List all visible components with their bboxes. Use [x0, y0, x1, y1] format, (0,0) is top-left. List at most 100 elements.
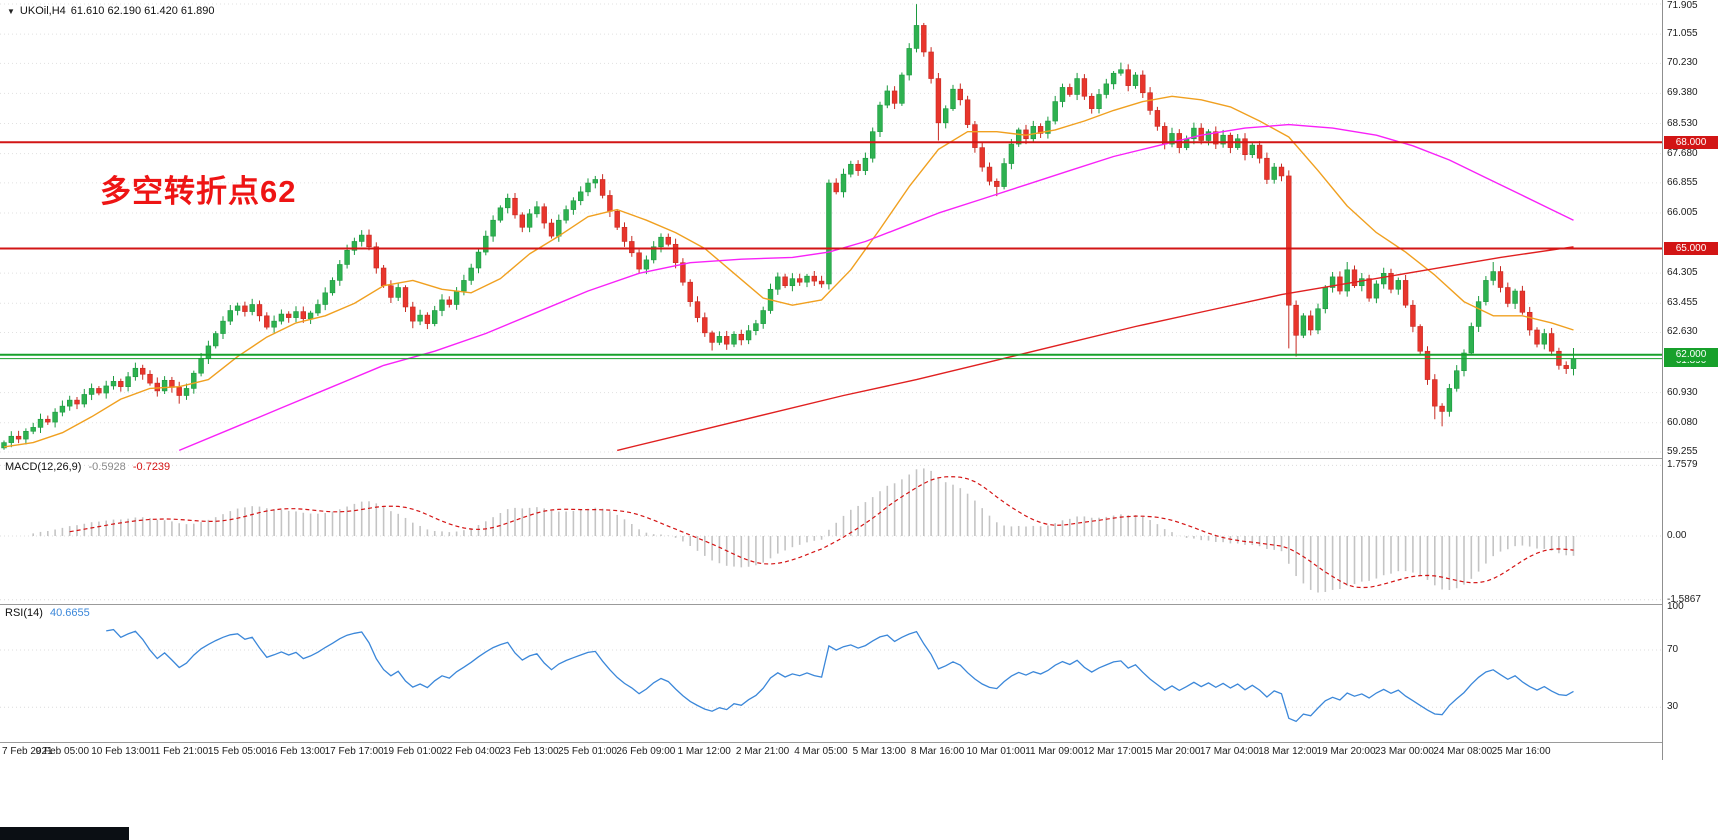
rsi-panel[interactable]: RSI(14) 40.6655 — [0, 605, 1662, 742]
macd-axis-label: 0.00 — [1667, 530, 1687, 541]
candle-bull — [1045, 120, 1051, 134]
candle-bear — [621, 226, 628, 242]
macd-panel[interactable]: MACD(12,26,9) -0.5928 -0.7239 — [0, 459, 1662, 604]
candle-bull — [1059, 87, 1066, 102]
candle-bull — [483, 235, 489, 253]
candle-bull — [183, 388, 190, 396]
candle-bull — [1001, 163, 1007, 187]
candle-bear — [1527, 311, 1533, 331]
candle-bull — [1220, 134, 1226, 145]
candle-bear — [15, 435, 22, 440]
candle-bear — [738, 333, 745, 341]
panel-divider-2[interactable] — [0, 604, 1722, 605]
candle-bull — [132, 367, 139, 378]
candle-bull — [716, 336, 723, 343]
candle-bear — [446, 299, 452, 305]
candle-bear — [1497, 271, 1504, 288]
candle-bear — [1242, 138, 1248, 155]
time-axis-label: 19 Feb 01:00 — [382, 746, 442, 757]
rsi-axis-label: 100 — [1667, 601, 1684, 613]
price-chart-panel[interactable]: ▼ UKOil,H4 61.610 62.190 61.420 61.890 多… — [0, 0, 1662, 458]
time-axis-label: 22 Feb 04:00 — [441, 746, 501, 757]
candle-bull — [358, 234, 365, 242]
candle-bear — [607, 195, 613, 212]
candle-bear — [818, 280, 825, 285]
candle-bear — [373, 246, 379, 269]
candle-bear — [629, 241, 635, 254]
candle-bull — [1132, 74, 1139, 86]
rsi-canvas[interactable] — [0, 605, 1662, 742]
candle-bear — [614, 211, 620, 228]
candle-bull — [913, 25, 920, 49]
candle-bull — [585, 182, 591, 193]
price-axis-label: 68.530 — [1667, 117, 1698, 129]
candle-bear — [1548, 333, 1555, 352]
panel-divider-3[interactable] — [0, 742, 1722, 743]
candle-bear — [921, 25, 927, 53]
symbol-dropdown-icon[interactable]: ▼ — [7, 6, 15, 16]
candle-bull — [840, 173, 847, 193]
candle-bear — [380, 267, 387, 287]
candle-bear — [687, 281, 693, 302]
candle-bear — [285, 313, 292, 318]
candle-bear — [140, 367, 146, 375]
candle-bull — [1490, 271, 1496, 281]
candle-bull — [1373, 283, 1380, 299]
candle-bull — [1359, 278, 1365, 287]
time-axis-label: 9 Feb 05:00 — [35, 746, 90, 757]
time-axis-label: 7 Feb 2021 — [2, 746, 53, 757]
candle-bull — [1381, 273, 1387, 285]
time-axis-label: 12 Mar 17:00 — [1083, 746, 1143, 757]
candle-bull — [643, 259, 650, 270]
candle-bull — [563, 209, 569, 221]
price-chart-canvas[interactable] — [0, 0, 1662, 458]
candle-bear — [1424, 350, 1431, 380]
candle-bear — [1264, 157, 1270, 180]
price-axis-label: 62.630 — [1667, 326, 1698, 338]
candle-bear — [1505, 287, 1511, 304]
candle-bear — [264, 315, 270, 328]
candle-bull — [1468, 326, 1475, 354]
price-axis-label: 69.380 — [1667, 87, 1698, 99]
macd-main-value: -0.5928 — [88, 461, 126, 473]
candle-bull — [351, 241, 358, 251]
time-axis[interactable]: 7 Feb 2021 9 Feb 05:00 10 Feb 13:00 11 Feb … — [0, 743, 1722, 760]
symbol-bar[interactable]: ▼ UKOil,H4 61.610 62.190 61.420 61.890 — [7, 5, 215, 17]
candle-bear — [519, 214, 526, 228]
candle-bear — [176, 387, 182, 396]
candle-bull — [1103, 83, 1110, 95]
candle-bear — [796, 278, 803, 283]
candle-bear — [636, 252, 642, 270]
candle-bull — [577, 191, 584, 202]
candle-bull — [322, 292, 328, 305]
value-axis-column[interactable]: 71.905 71.055 70.230 69.380 68.530 67.680 66.8… — [1662, 0, 1722, 760]
candle-bear — [935, 78, 942, 124]
candle-bull — [67, 399, 73, 407]
candle-bull — [745, 330, 752, 341]
chart-text-annotation[interactable]: 多空转折点62 — [100, 174, 297, 209]
candle-bear — [1519, 290, 1526, 313]
candle-bear — [928, 51, 934, 79]
rsi-line — [106, 628, 1574, 723]
time-axis-label: 16 Feb 13:00 — [266, 746, 326, 757]
candle-bear — [986, 166, 993, 182]
candle-bear — [1351, 269, 1358, 287]
candle-bull — [8, 435, 14, 443]
hline-badge-65.000: 65.000 — [1664, 242, 1718, 256]
candle-bear — [1417, 326, 1423, 352]
candle-bear — [782, 276, 788, 287]
ma-fast-line — [3, 95, 1574, 448]
candle-bear — [723, 336, 730, 345]
candle-bull — [52, 411, 58, 423]
candle-bull — [293, 311, 299, 318]
candle-bear — [1402, 280, 1409, 306]
candle-bull — [1395, 280, 1402, 290]
candle-bull — [775, 276, 781, 290]
macd-canvas[interactable] — [0, 459, 1662, 604]
time-axis-label: 19 Mar 20:00 — [1316, 746, 1376, 757]
panel-divider-1[interactable] — [0, 458, 1722, 459]
candle-bear — [1067, 87, 1073, 95]
candle-bull — [475, 251, 482, 269]
macd-axis-label: 1.7579 — [1667, 459, 1698, 471]
candle-bear — [45, 418, 51, 423]
